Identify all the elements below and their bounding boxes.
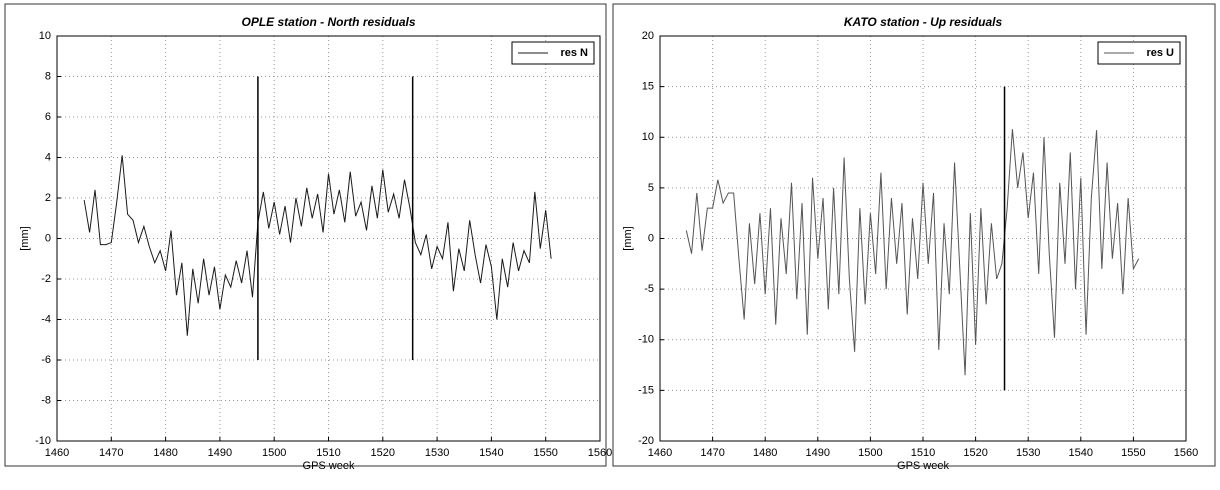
y-tick-label: 15 (642, 81, 654, 93)
x-tick-label: 1460 (648, 447, 672, 459)
x-tick-label: 1470 (99, 447, 123, 459)
legend-box (1097, 41, 1181, 65)
plot-area (660, 36, 1186, 441)
x-tick-label: 1520 (963, 447, 987, 459)
x-tick-label: 1550 (1121, 447, 1145, 459)
y-tick-label: -6 (41, 354, 51, 366)
y-tick-label: -5 (644, 283, 654, 295)
y-tick-label: 20 (642, 30, 654, 42)
y-tick-label: -10 (35, 435, 51, 447)
y-tick-label: 4 (45, 151, 51, 163)
y-tick-label: 0 (648, 232, 654, 244)
y-tick-label: -10 (638, 334, 654, 346)
x-tick-label: 1510 (316, 447, 340, 459)
x-tick-label: 1560 (1174, 447, 1198, 459)
x-tick-label: 1530 (425, 447, 449, 459)
y-tick-label: 10 (642, 131, 654, 143)
plot-frame (56, 35, 601, 442)
chart-title: KATO station - Up residuals (844, 15, 1003, 29)
legend-label: res U (1146, 47, 1174, 59)
x-tick-label: 1510 (911, 447, 935, 459)
chart-title: OPLE station - North residuals (241, 15, 415, 29)
y-tick-label: 0 (45, 232, 51, 244)
x-tick-label: 1490 (806, 447, 830, 459)
y-tick-label: 6 (45, 111, 51, 123)
plot-frame (659, 35, 1187, 442)
y-tick-label: 10 (39, 30, 51, 42)
x-tick-label: 1540 (1069, 447, 1093, 459)
panel-frame (612, 3, 1216, 467)
legend-label: res N (560, 47, 588, 59)
x-tick-label: 1470 (700, 447, 724, 459)
x-axis-label: GPS week (303, 460, 355, 472)
y-tick-label: 8 (45, 70, 51, 82)
y-tick-label: -15 (638, 384, 654, 396)
x-tick-label: 1530 (1016, 447, 1040, 459)
y-tick-label: -8 (41, 394, 51, 406)
x-tick-label: 1520 (371, 447, 395, 459)
data-line (83, 155, 552, 336)
x-tick-label: 1490 (208, 447, 232, 459)
y-tick-label: 2 (45, 192, 51, 204)
x-tick-label: 1500 (262, 447, 286, 459)
y-tick-label: -4 (41, 313, 51, 325)
y-axis-label: [mm] (622, 226, 634, 250)
data-line (685, 129, 1140, 376)
y-tick-label: -20 (638, 435, 654, 447)
x-tick-label: 1480 (753, 447, 777, 459)
y-axis-label: [mm] (19, 226, 31, 250)
x-tick-label: 1550 (533, 447, 557, 459)
y-tick-label: -2 (41, 273, 51, 285)
x-tick-label: 1480 (153, 447, 177, 459)
x-tick-label: 1540 (479, 447, 503, 459)
x-axis-label: GPS week (897, 460, 949, 472)
panel-frame (4, 3, 607, 467)
x-tick-label: 1500 (858, 447, 882, 459)
y-tick-label: 5 (648, 182, 654, 194)
x-tick-label: 1460 (45, 447, 69, 459)
legend-box (511, 41, 595, 65)
x-tick-label: 1560 (588, 447, 612, 459)
